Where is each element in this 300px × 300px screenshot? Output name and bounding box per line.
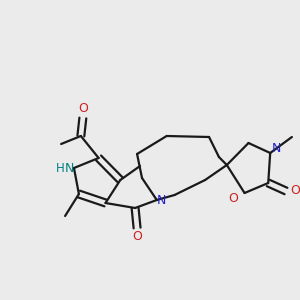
Text: N: N	[272, 142, 281, 154]
Text: O: O	[132, 230, 142, 244]
Text: O: O	[290, 184, 300, 197]
Text: N: N	[64, 161, 74, 175]
Text: O: O	[228, 191, 238, 205]
Text: N: N	[157, 194, 166, 206]
Text: O: O	[78, 103, 88, 116]
Text: H: H	[56, 161, 64, 175]
